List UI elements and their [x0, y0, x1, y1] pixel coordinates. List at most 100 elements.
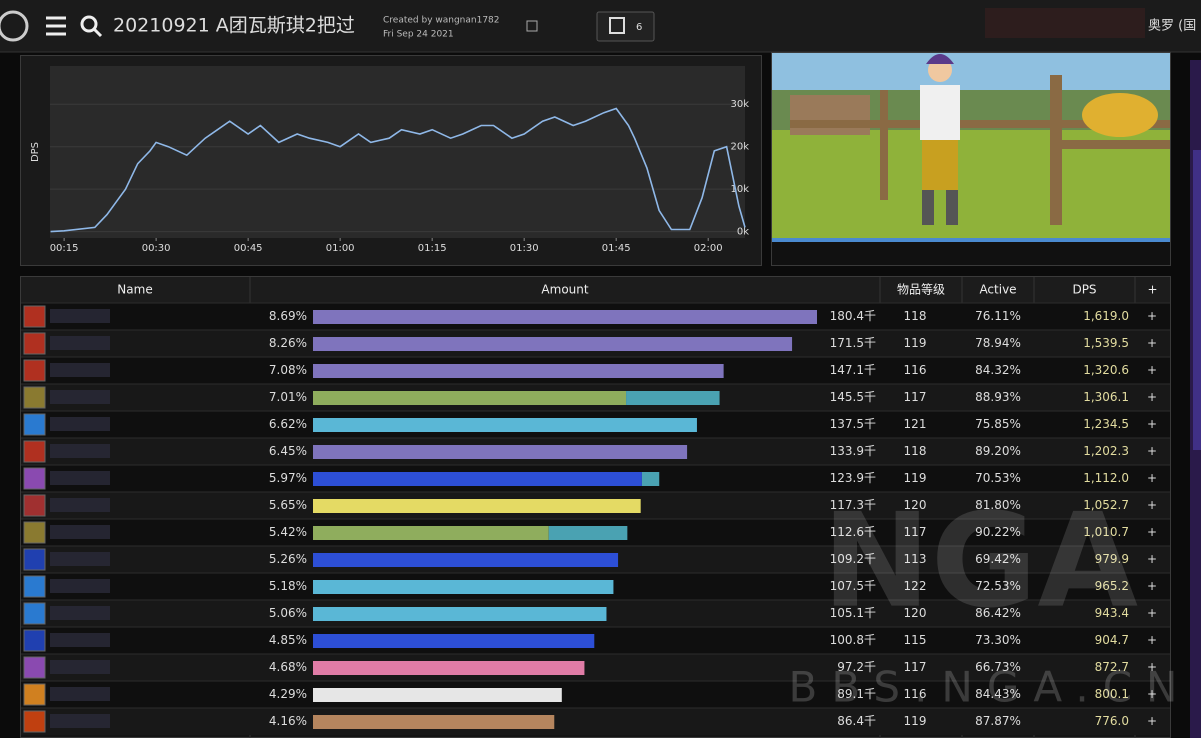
copy-icon[interactable] [526, 20, 538, 32]
active: 73.30% [975, 633, 1021, 647]
percent: 7.08% [269, 363, 307, 377]
expand-button[interactable]: + [1147, 363, 1157, 377]
x-tick-label: 01:15 [418, 243, 447, 254]
y-tick-label: 0k [737, 227, 749, 238]
menu-icon[interactable] [46, 16, 66, 36]
item-level: 116 [904, 687, 927, 701]
table-row [21, 708, 1170, 735]
item-level: 116 [904, 363, 927, 377]
x-tick-label: 01:45 [602, 243, 631, 254]
class-icon [23, 710, 46, 733]
twitch-count: 6 [636, 22, 642, 33]
expand-button[interactable]: + [1147, 525, 1157, 539]
expand-button[interactable]: + [1147, 309, 1157, 323]
dps: 904.7 [1095, 633, 1129, 647]
percent: 5.97% [269, 471, 307, 485]
amount-bar [313, 526, 549, 540]
amount: 133.9千 [830, 444, 876, 458]
active: 75.85% [975, 417, 1021, 431]
class-icon [23, 521, 46, 544]
dps: 965.2 [1095, 579, 1129, 593]
dps: 1,619.0 [1083, 309, 1129, 323]
side-strip-art [1193, 150, 1201, 450]
active: 70.53% [975, 471, 1021, 485]
amount: 112.6千 [830, 525, 876, 539]
expand-button[interactable]: + [1147, 417, 1157, 431]
percent: 6.45% [269, 444, 307, 458]
amount: 117.3千 [830, 498, 876, 512]
percent: 5.18% [269, 579, 307, 593]
dps: 1,202.3 [1083, 444, 1129, 458]
expand-button[interactable]: + [1147, 471, 1157, 485]
site-logo[interactable] [0, 10, 29, 42]
class-icon [23, 305, 46, 328]
watermark-site: BBS.NGA.CN [789, 663, 1192, 712]
dps: 776.0 [1095, 714, 1129, 728]
blurred-name [50, 417, 110, 431]
x-tick-label: 00:45 [234, 243, 263, 254]
amount-bar [313, 445, 688, 459]
column-header: Amount [541, 283, 588, 297]
class-icon [23, 548, 46, 571]
item-level: 113 [904, 552, 927, 566]
amount-bar [313, 580, 614, 594]
class-icon [23, 656, 46, 679]
amount: 107.5千 [830, 579, 876, 593]
item-level: 119 [904, 471, 927, 485]
amount-bar [313, 715, 555, 729]
percent: 4.68% [269, 660, 307, 674]
percent: 7.01% [269, 390, 307, 404]
expand-button[interactable]: + [1147, 579, 1157, 593]
expand-button[interactable]: + [1147, 444, 1157, 458]
amount-bar [313, 337, 793, 351]
amount: 86.4千 [837, 714, 876, 728]
expand-button[interactable]: + [1147, 498, 1157, 512]
item-level: 122 [904, 579, 927, 593]
percent: 5.06% [269, 606, 307, 620]
twitch-button[interactable] [596, 11, 655, 42]
class-icon [23, 683, 46, 706]
expand-button[interactable]: + [1147, 390, 1157, 404]
x-tick-label: 00:15 [50, 243, 79, 254]
search-icon[interactable] [80, 15, 103, 38]
blurred-name [50, 390, 110, 404]
expand-button[interactable]: + [1147, 660, 1157, 674]
active: 84.43% [975, 687, 1021, 701]
percent: 5.65% [269, 498, 307, 512]
class-icon [23, 413, 46, 436]
created-by: Created by wangnan1782 [383, 16, 500, 26]
expand-button[interactable]: + [1147, 687, 1157, 701]
expand-button[interactable]: + [1147, 606, 1157, 620]
expand-button[interactable]: + [1147, 552, 1157, 566]
expand-button[interactable]: + [1147, 714, 1157, 728]
active: 81.80% [975, 498, 1021, 512]
user-name[interactable]: 奥罗 (国 [1148, 19, 1196, 34]
amount: 89.1千 [837, 687, 876, 701]
active: 69.42% [975, 552, 1021, 566]
amount-bar [313, 391, 627, 405]
expand-button[interactable]: + [1147, 633, 1157, 647]
active: 89.20% [975, 444, 1021, 458]
amount: 180.4千 [830, 309, 876, 323]
blurred-name [50, 336, 110, 350]
plot-area [50, 66, 745, 238]
dps: 1,234.5 [1083, 417, 1129, 431]
percent: 5.26% [269, 552, 307, 566]
amount-bar [313, 553, 619, 567]
watermark-logo: NGA [822, 485, 1138, 637]
table-row [21, 627, 1170, 654]
amount-bar [313, 310, 817, 324]
blurred-name [50, 444, 110, 458]
table-row [21, 654, 1170, 681]
expand-button[interactable]: + [1147, 336, 1157, 350]
item-level: 119 [904, 714, 927, 728]
dps: 943.4 [1095, 606, 1129, 620]
active: 87.87% [975, 714, 1021, 728]
twitch-icon [609, 17, 625, 34]
blurred-name [50, 471, 110, 485]
class-icon [23, 467, 46, 490]
x-tick-label: 02:00 [694, 243, 723, 254]
amount-bar [313, 472, 642, 486]
amount-bar [313, 634, 595, 648]
